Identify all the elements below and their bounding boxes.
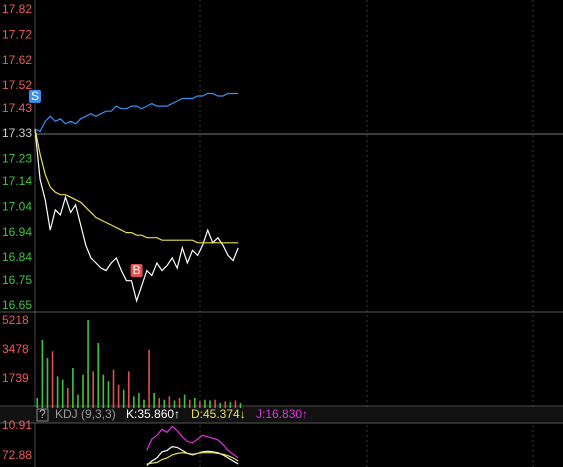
volume-bar bbox=[122, 389, 125, 408]
volume-bar bbox=[143, 399, 145, 408]
volume-bar bbox=[112, 369, 115, 408]
y-tick-label: 17.33 bbox=[2, 126, 32, 140]
series-line bbox=[146, 425, 239, 459]
y-tick-label: 1739 bbox=[2, 371, 29, 385]
volume-bar bbox=[188, 399, 191, 408]
y-tick-label: 17.82 bbox=[2, 2, 32, 16]
volume-bar bbox=[41, 340, 44, 408]
volume-bar bbox=[77, 394, 79, 408]
volume-bar bbox=[66, 388, 69, 408]
y-tick-label: 17.52 bbox=[2, 78, 32, 92]
volume-bar bbox=[193, 398, 196, 408]
help: ? bbox=[39, 407, 46, 421]
kdj-label: J:16.830↑ bbox=[256, 407, 308, 421]
volume-bar bbox=[168, 396, 171, 408]
volume-bar bbox=[234, 400, 237, 408]
volume-bar bbox=[209, 400, 211, 408]
volume-bar bbox=[92, 371, 94, 408]
volume-bar bbox=[102, 374, 105, 408]
y-tick-label: 17.43 bbox=[2, 101, 32, 115]
volume-bar bbox=[127, 371, 130, 408]
y-tick-label: 16.94 bbox=[2, 225, 32, 239]
volume-bar bbox=[97, 343, 100, 408]
volume-bar bbox=[82, 374, 84, 408]
volume-bar bbox=[61, 379, 64, 408]
volume-bar bbox=[158, 398, 161, 408]
volume-bar bbox=[138, 393, 140, 408]
y-tick-label: 72.88 bbox=[2, 448, 32, 462]
volume-bar bbox=[229, 402, 232, 408]
volume-bar bbox=[219, 403, 221, 408]
y-tick-label: 17.62 bbox=[2, 53, 32, 67]
series-line bbox=[146, 445, 239, 466]
series-line bbox=[34, 128, 239, 304]
y-tick-label: 5218 bbox=[2, 313, 29, 327]
y-tick-label: 3478 bbox=[2, 342, 29, 356]
annotation-box bbox=[29, 89, 41, 103]
volume-bar bbox=[148, 349, 150, 408]
help-box bbox=[36, 408, 49, 422]
volume-bar bbox=[107, 381, 110, 408]
y-tick-label: 17.72 bbox=[2, 27, 32, 41]
y-tick-label: 16.65 bbox=[2, 298, 32, 312]
y-tick-label: 10.91 bbox=[2, 418, 32, 432]
volume-bar bbox=[199, 401, 201, 408]
annotation: B bbox=[133, 263, 141, 277]
kdj-label: D:45.374↓ bbox=[191, 407, 246, 421]
y-tick-label: 17.14 bbox=[2, 174, 32, 188]
y-tick-label: 16.84 bbox=[2, 250, 32, 264]
y-tick-label: 17.04 bbox=[2, 200, 32, 214]
volume-bar bbox=[183, 394, 186, 408]
series-line bbox=[34, 92, 239, 133]
volume-bar bbox=[72, 368, 74, 408]
kdj-label: K:35.860↑ bbox=[126, 407, 180, 421]
annotation: S bbox=[31, 89, 39, 103]
volume-bar bbox=[46, 358, 49, 408]
layout bbox=[199, 0, 534, 467]
y-tick-label: 16.75 bbox=[2, 273, 32, 287]
volume-bar bbox=[239, 403, 242, 408]
volume-bar bbox=[178, 398, 181, 408]
volume-bar bbox=[87, 320, 89, 408]
annotation-box bbox=[130, 263, 143, 277]
volume-bar bbox=[214, 399, 216, 408]
series-line bbox=[34, 128, 239, 244]
volume-bar bbox=[204, 399, 206, 408]
volume-bar bbox=[173, 400, 176, 408]
volume-bar bbox=[36, 398, 39, 408]
volume-bar bbox=[117, 384, 120, 408]
volume-bar bbox=[56, 376, 59, 408]
series-line bbox=[146, 452, 239, 465]
y-tick-label: 17.23 bbox=[2, 151, 32, 165]
volume-bar bbox=[163, 399, 166, 408]
volume-bar bbox=[133, 396, 135, 408]
kdj-title: KDJ (9,3,3) bbox=[55, 407, 116, 421]
volume-bar bbox=[51, 351, 54, 408]
kdj-header bbox=[0, 407, 563, 423]
volume-bar bbox=[153, 393, 155, 408]
volume-bar bbox=[224, 401, 227, 408]
